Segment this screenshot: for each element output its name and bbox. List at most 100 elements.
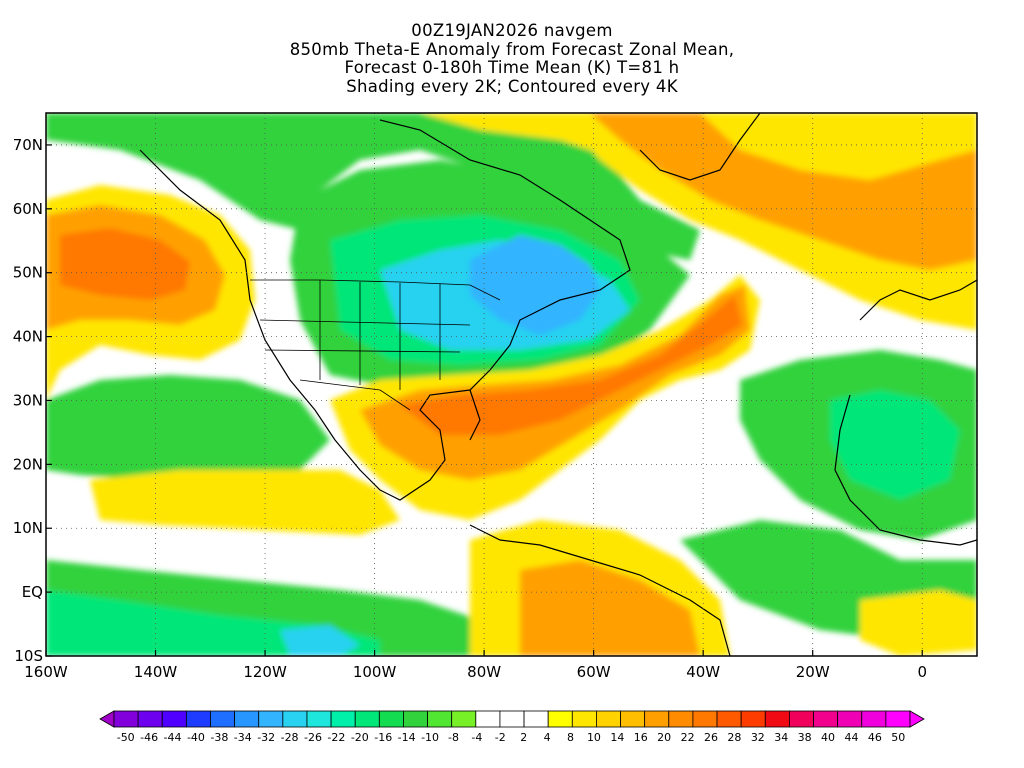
colorbar-label: 14 xyxy=(610,731,624,744)
colorbar-label: 32 xyxy=(751,731,765,744)
colorbar-label: -38 xyxy=(210,731,228,744)
colorbar-label: 10 xyxy=(587,731,601,744)
border-us-mexico xyxy=(299,379,411,411)
colorbar-swatch xyxy=(644,710,670,728)
lon-tick-label: 60W xyxy=(577,663,611,681)
colorbar-label: 44 xyxy=(844,731,858,744)
plot-frame xyxy=(45,112,978,657)
lat-tick-label: 40N xyxy=(13,328,43,346)
lon-tick-label: 140W xyxy=(134,663,178,681)
colorbar-swatch xyxy=(499,710,525,728)
colorbar-swatch xyxy=(620,710,646,728)
coastline-africa xyxy=(834,394,977,546)
border-us-canada xyxy=(250,279,501,301)
lat-tick-label: 70N xyxy=(13,136,43,154)
lon-tick-label: 160W xyxy=(24,663,68,681)
colorbar-swatch xyxy=(113,710,139,728)
colorbar-swatch xyxy=(161,710,187,728)
colorbar-label: 22 xyxy=(681,731,695,744)
colorbar-swatch xyxy=(330,710,356,728)
lat-tick-label: 10N xyxy=(13,519,43,537)
colorbar-label: 38 xyxy=(798,731,812,744)
anomaly-region-tropical-atlantic-yellow xyxy=(860,590,977,656)
title-line-2: 850mb Theta-E Anomaly from Forecast Zona… xyxy=(289,39,735,59)
colorbar-label: -26 xyxy=(304,731,322,744)
colorbar-label: -44 xyxy=(164,731,182,744)
lat-tick-label: EQ xyxy=(22,583,43,601)
colorbar: -50 -46 -44 -40 -38 -34 -32 -28 -26 -22 -20 -16 -14-… xyxy=(99,710,925,744)
colorbar-label: 46 xyxy=(868,731,882,744)
colorbar-swatch xyxy=(137,710,163,728)
colorbar-label: -50 xyxy=(117,731,135,744)
anomaly-region-samerica-orange xyxy=(520,560,700,656)
anomaly-region-pacific-yellow-band xyxy=(90,470,400,535)
colorbar-swatch xyxy=(282,710,308,728)
border-us-states-1 xyxy=(319,280,441,390)
colorbar-swatch xyxy=(234,710,260,728)
lat-tick-label: 10S xyxy=(14,647,43,665)
coastlines xyxy=(139,113,977,656)
lon-axis: 160W 140W 120W 100W 80W 60W 40W 20W 0 xyxy=(24,650,927,681)
lat-tick-label: 20N xyxy=(13,455,43,473)
colorbar-swatch xyxy=(475,710,501,728)
colorbar-swatch xyxy=(403,710,428,728)
colorbar-label: 40 xyxy=(821,731,835,744)
colorbar-label: 20 xyxy=(657,731,671,744)
coastline-south-america xyxy=(469,524,731,656)
colorbar-label: -46 xyxy=(140,731,158,744)
colorbar-swatch xyxy=(451,710,477,728)
colorbar-label: -4 xyxy=(471,731,482,744)
colorbar-swatch xyxy=(210,710,236,728)
lat-tick-label: 50N xyxy=(13,264,43,282)
grid-lines xyxy=(46,113,977,656)
title-line-3: Forecast 0-180h Time Mean (K) T=81 h xyxy=(344,58,680,77)
anomaly-region-npacific-red xyxy=(60,228,190,300)
colorbar-swatch xyxy=(354,710,380,728)
chart-title: 00Z19JAN2026 navgem 850mb Theta-E Anomal… xyxy=(0,21,1024,96)
colorbar-label: -16 xyxy=(374,731,392,744)
border-us-states-2 xyxy=(259,319,471,353)
colorbar-swatch xyxy=(668,710,694,728)
colorbar-label: -2 xyxy=(495,731,506,744)
colorbar-swatch xyxy=(571,710,597,728)
lat-tick-label: 30N xyxy=(13,391,43,409)
colorbar-swatch xyxy=(837,710,863,728)
colorbar-label: -14 xyxy=(398,731,416,744)
anomaly-region-subtropical-pacific-green xyxy=(46,375,330,480)
lat-tick-label: 60N xyxy=(13,200,43,218)
colorbar-label: 8 xyxy=(567,731,574,744)
colorbar-swatch xyxy=(596,710,621,728)
colorbar-swatch xyxy=(258,710,284,728)
coastline-europe xyxy=(859,279,977,321)
colorbar-label: -10 xyxy=(421,731,439,744)
anomaly-region-north-green xyxy=(46,113,700,260)
colorbar-label: 50 xyxy=(891,731,905,744)
colorbar-swatch xyxy=(740,710,766,728)
lon-tick-label: 80W xyxy=(467,663,501,681)
colorbar-label: -40 xyxy=(187,731,205,744)
lon-tick-label: 100W xyxy=(353,663,397,681)
colorbar-swatch xyxy=(306,710,332,728)
lon-tick-label: 20W xyxy=(796,663,830,681)
colorbar-swatch xyxy=(788,710,814,728)
colorbar-swatch xyxy=(764,710,790,728)
colorbar-swatch xyxy=(861,710,887,728)
colorbar-swatch xyxy=(185,710,211,728)
colorbar-swatch xyxy=(523,710,549,728)
colorbar-swatch xyxy=(427,710,453,728)
colorbar-label: 2 xyxy=(520,731,527,744)
lon-tick-label: 0 xyxy=(917,663,927,681)
anomaly-region-atlantic-red xyxy=(400,295,742,435)
colorbar-swatch xyxy=(547,710,573,728)
colorbar-swatch xyxy=(378,710,404,728)
lon-tick-label: 40W xyxy=(686,663,720,681)
colorbar-swatch xyxy=(885,710,911,728)
anomaly-field xyxy=(46,113,977,656)
colorbar-swatch xyxy=(716,710,742,728)
coastline-greenland xyxy=(639,113,761,181)
title-line-1: 00Z19JAN2026 navgem xyxy=(411,21,613,40)
title-line-4: Shading every 2K; Contoured every 4K xyxy=(346,76,678,96)
colorbar-label: -28 xyxy=(281,731,299,744)
colorbar-label: -8 xyxy=(448,731,459,744)
